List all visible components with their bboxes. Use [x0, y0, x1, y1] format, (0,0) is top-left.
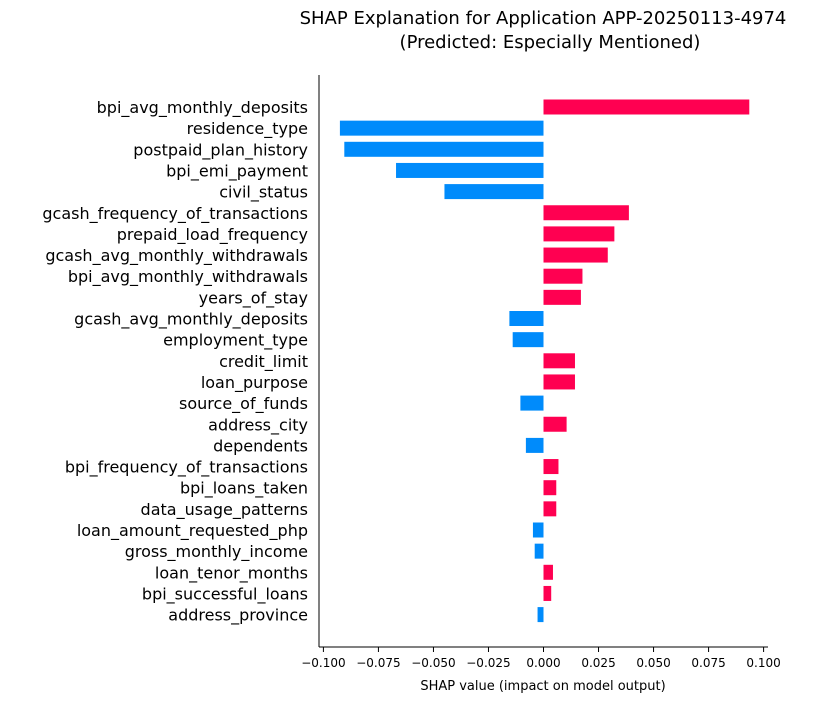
- y-tick-label: loan_amount_requested_php: [77, 521, 308, 541]
- y-tick-label: dependents: [213, 436, 308, 455]
- chart-subtitle: (Predicted: Especially Mentioned): [400, 32, 701, 53]
- bar-postpaid-plan-history: [344, 141, 544, 157]
- y-tick-label: source_of_funds: [179, 394, 308, 414]
- x-tick-label: −0.075: [356, 656, 400, 670]
- bar-address-province: [537, 607, 544, 623]
- bar-gcash-avg-monthly-deposits: [509, 311, 544, 326]
- bar-bpi-successful-loans: [543, 585, 552, 601]
- x-tick-label: 0.100: [746, 656, 780, 670]
- y-tick-label: address_province: [168, 606, 308, 626]
- y-tick-label: bpi_frequency_of_transactions: [65, 458, 308, 478]
- x-tick-label: −0.025: [466, 656, 510, 670]
- x-tick-label: 0.075: [691, 656, 725, 670]
- x-tick-label: −0.100: [301, 656, 345, 670]
- bar-residence-type: [339, 120, 544, 136]
- bar-bpi-avg-monthly-withdrawals: [543, 268, 583, 284]
- y-tick-label: bpi_avg_monthly_deposits: [97, 98, 308, 118]
- bar-bpi-frequency-of-transactions: [543, 459, 559, 475]
- y-tick-label: gcash_avg_monthly_withdrawals: [45, 246, 308, 266]
- x-tick-label: −0.050: [411, 656, 455, 670]
- bar-data-usage-patterns: [543, 501, 557, 517]
- x-tick-label: 0.025: [581, 656, 615, 670]
- bar-bpi-emi-payment: [396, 162, 544, 178]
- x-axis-label: SHAP value (impact on model output): [420, 679, 665, 694]
- y-tick-label: bpi_successful_loans: [142, 584, 308, 604]
- bar-loan-tenor-months: [543, 564, 553, 580]
- bar-source-of-funds: [520, 395, 544, 411]
- bar-bpi-loans-taken: [543, 480, 557, 496]
- y-tick-label: loan_purpose: [201, 373, 308, 393]
- y-tick-label: data_usage_patterns: [141, 500, 308, 520]
- y-tick-label: bpi_avg_monthly_withdrawals: [68, 267, 308, 287]
- bar-employment-type: [512, 332, 544, 348]
- y-tick-label: prepaid_load_frequency: [117, 225, 308, 245]
- y-tick-label: gcash_frequency_of_transactions: [42, 204, 308, 224]
- bar-years-of-stay: [543, 289, 581, 305]
- y-tick-label: bpi_emi_payment: [166, 161, 308, 181]
- bar-gross-monthly-income: [534, 543, 544, 559]
- bar-bpi-avg-monthly-deposits: [543, 99, 750, 115]
- y-tick-label: gross_monthly_income: [125, 542, 308, 562]
- bar-dependents: [525, 437, 544, 453]
- bar-civil-status: [444, 184, 544, 200]
- bar-loan-purpose: [543, 374, 575, 390]
- bars-layer: [339, 99, 750, 623]
- x-tick-label: 0.000: [526, 656, 560, 670]
- y-tick-label: residence_type: [187, 119, 308, 139]
- x-ticks: −0.100 −0.075 −0.050 −0.025 0.000 0.025 0.050 0…: [301, 647, 781, 670]
- y-tick-label: address_city: [208, 415, 308, 435]
- bar-loan-amount-requested-php: [532, 522, 544, 538]
- y-tick-label: credit_limit: [219, 352, 308, 372]
- y-tick-label: years_of_stay: [199, 288, 308, 308]
- y-tick-label: employment_type: [163, 331, 308, 351]
- bar-credit-limit: [543, 353, 575, 369]
- bar-gcash-frequency-of-transactions: [543, 205, 629, 221]
- bar-gcash-avg-monthly-withdrawals: [543, 247, 608, 263]
- bar-address-city: [543, 416, 567, 432]
- y-tick-label: bpi_loans_taken: [180, 479, 308, 499]
- y-tick-label: gcash_avg_monthly_deposits: [74, 310, 308, 330]
- y-tick-label: loan_tenor_months: [155, 563, 308, 583]
- y-tick-label: civil_status: [219, 183, 308, 203]
- y-tick-label: postpaid_plan_history: [133, 140, 308, 160]
- y-tick-labels: bpi_avg_monthly_depositsresidence_typepo…: [42, 98, 308, 626]
- bar-prepaid-load-frequency: [543, 226, 615, 242]
- chart-title: SHAP Explanation for Application APP-202…: [300, 8, 787, 29]
- x-tick-label: 0.050: [636, 656, 670, 670]
